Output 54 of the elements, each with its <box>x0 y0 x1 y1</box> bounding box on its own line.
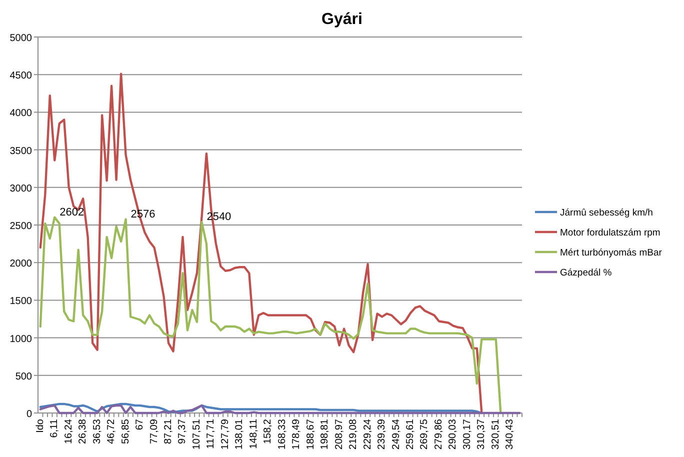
legend-label: Motor fordulatszám rpm <box>560 228 660 238</box>
x-tick-label: 320,51 <box>490 418 502 450</box>
y-tick-label: 3000 <box>10 183 32 194</box>
x-tick-label: 87,21 <box>162 418 174 444</box>
x-tick-label: 97,37 <box>177 418 188 444</box>
y-tick-label: 1000 <box>10 334 32 345</box>
x-tick-label: 26,38 <box>78 418 89 444</box>
y-tick-label: 4000 <box>10 108 32 120</box>
y-tick-label: 4500 <box>10 70 32 82</box>
y-tick-label: 2500 <box>10 221 32 232</box>
legend-label: Jármû sebesség km/h <box>560 208 653 218</box>
y-tick-label: 5000 <box>10 33 32 44</box>
x-tick-label: 249,54 <box>390 418 402 450</box>
x-tick-label: 168,33 <box>276 418 288 450</box>
x-tick-label: 269,75 <box>419 418 430 450</box>
line-series <box>39 72 483 414</box>
y-tick-label: 1500 <box>10 296 32 308</box>
x-tick-label: 127,79 <box>220 418 231 450</box>
x-tick-label: 310,37 <box>476 418 488 450</box>
x-tick-label: Ido <box>34 418 46 433</box>
x-tick-label: 148,11 <box>248 418 260 449</box>
x-tick-label: 67 <box>134 418 146 430</box>
x-tick-label: 239,39 <box>376 418 388 450</box>
x-tick-label: 219,08 <box>348 418 360 450</box>
x-tick-label: 198,81 <box>320 418 331 450</box>
x-tick-label: 16,24 <box>63 418 74 444</box>
y-tick-label: 3500 <box>10 146 32 157</box>
legend-label: Mért turbónyomás mBar <box>560 248 662 258</box>
x-tick-label: 188,67 <box>305 418 316 450</box>
x-tick-label: 138,01 <box>234 418 246 450</box>
x-tick-label: 46,72 <box>106 418 118 444</box>
x-tick-label: 300,17 <box>462 418 473 450</box>
x-tick-label: 77,09 <box>148 418 160 444</box>
x-tick-label: 117,71 <box>206 418 217 449</box>
x-tick-label: 259,61 <box>404 418 416 450</box>
x-tick-label: 290,03 <box>448 418 459 450</box>
y-tick-label: 0 <box>26 409 32 420</box>
data-label: 2602 <box>60 206 84 218</box>
line-series <box>39 404 521 414</box>
line-series <box>39 402 483 414</box>
x-tick-label: 229,24 <box>362 418 374 450</box>
x-tick-label: 158,2 <box>262 418 274 444</box>
x-tick-label: 107,51 <box>191 418 202 450</box>
x-tick-label: 36,53 <box>92 418 103 444</box>
chart-title: Gyári <box>322 11 362 28</box>
x-tick-label: 6,11 <box>49 418 60 438</box>
x-tick-label: 208,97 <box>334 418 345 450</box>
y-tick-label: 2000 <box>10 258 32 270</box>
x-tick-label: 56,85 <box>120 418 132 444</box>
x-tick-label: 340,43 <box>504 418 516 450</box>
x-tick-label: 279,86 <box>433 418 444 450</box>
y-tick-label: 500 <box>15 371 32 382</box>
x-tick-label: 178,49 <box>291 418 302 450</box>
legend-label: Gázpedál % <box>560 268 612 278</box>
